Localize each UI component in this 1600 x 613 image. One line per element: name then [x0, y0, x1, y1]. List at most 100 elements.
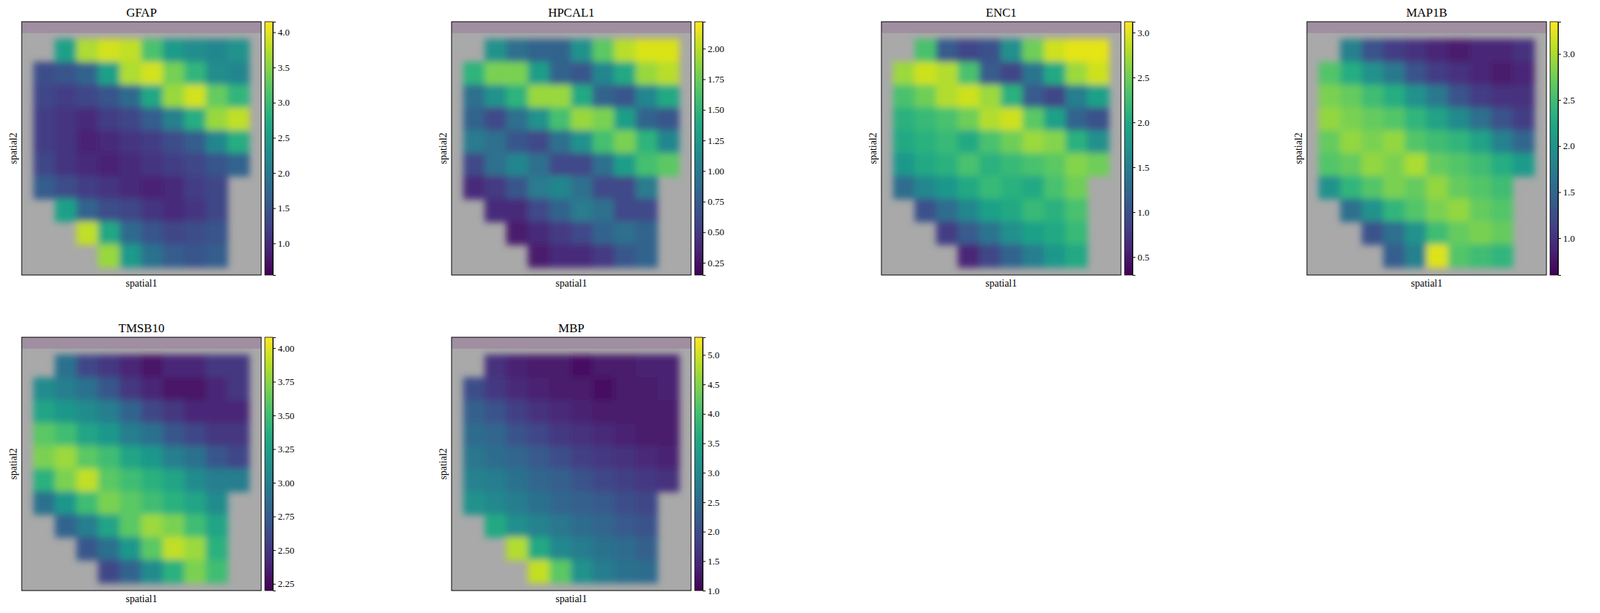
cell [97, 377, 121, 402]
cell [227, 377, 250, 402]
cell [33, 130, 56, 155]
cell [635, 221, 658, 246]
cell [1022, 221, 1045, 246]
cell [570, 468, 594, 493]
cell [506, 84, 529, 109]
cell [914, 153, 938, 178]
cell [592, 244, 616, 269]
tick-label: 3.0 [707, 467, 720, 479]
cell [914, 62, 938, 87]
cell [657, 354, 680, 379]
title: TMSB10 [118, 321, 165, 336]
cells [33, 354, 250, 584]
tick-label: 1.5 [277, 202, 290, 214]
x-axis-title: spatial1 [555, 277, 588, 289]
cell [635, 39, 658, 63]
cell [1448, 153, 1471, 178]
cell [592, 445, 616, 470]
tick-mark [1132, 77, 1136, 79]
cell [1426, 199, 1449, 223]
cell [1426, 84, 1449, 109]
tick-mark [1132, 167, 1136, 168]
cell [205, 514, 228, 539]
tick: 2.50 [272, 544, 295, 556]
cell [1382, 199, 1406, 223]
cell [1065, 62, 1088, 87]
cell [1022, 199, 1045, 223]
cell [506, 199, 529, 223]
cell [119, 84, 142, 109]
cell [162, 199, 186, 223]
plot-frame [21, 337, 262, 591]
tick: 3.00 [272, 477, 295, 489]
colorbar-axis: 1.01.52.02.53.03.54.0 [272, 22, 290, 276]
x-axis-title: spatial1 [985, 277, 1018, 289]
cell [957, 107, 980, 132]
cell [484, 84, 508, 109]
colorbar [1550, 21, 1559, 275]
cell [484, 175, 508, 200]
cell [76, 377, 100, 402]
cell [184, 514, 207, 539]
cell [1086, 153, 1110, 178]
cell [614, 354, 637, 379]
cell [614, 199, 637, 223]
cell [1382, 175, 1406, 200]
tick-label: 4.5 [707, 379, 720, 391]
tick: 3.5 [272, 62, 290, 74]
cell [141, 39, 164, 63]
cell [979, 153, 1002, 178]
cell [463, 153, 486, 178]
cell [1044, 199, 1067, 223]
cell [33, 153, 56, 178]
cell [184, 354, 207, 379]
cell [570, 560, 594, 584]
colorbar-axis-line [703, 337, 707, 592]
cell [1382, 39, 1406, 63]
cell [1318, 62, 1341, 87]
cell [205, 468, 228, 493]
cell [527, 175, 550, 200]
cell [592, 400, 616, 425]
cell [527, 468, 550, 493]
cell [1404, 244, 1428, 269]
cell [76, 514, 100, 539]
cell [184, 491, 207, 516]
cell [635, 560, 658, 584]
cell [76, 130, 100, 155]
cell [570, 130, 594, 155]
tick-mark [702, 78, 706, 80]
figure: GFAPspatial1spatial21.01.52.02.53.03.54.… [0, 0, 1600, 613]
cell [484, 354, 508, 379]
cell [119, 175, 142, 200]
tick: 5.0 [702, 349, 720, 361]
cell [1426, 244, 1449, 269]
cell [892, 84, 916, 109]
tick-mark [1558, 54, 1561, 55]
cell [1044, 62, 1067, 87]
cell [54, 491, 78, 516]
cell [506, 400, 529, 425]
cell [506, 107, 529, 132]
cell [892, 62, 916, 87]
tick-mark [702, 590, 706, 592]
cell [957, 130, 980, 155]
cell [54, 400, 78, 425]
plot-background [1306, 21, 1547, 275]
cell [76, 491, 100, 516]
tick: 3.50 [272, 410, 295, 422]
cell [76, 536, 100, 561]
cell [506, 354, 529, 379]
tick-mark [1132, 256, 1136, 258]
cell [463, 468, 486, 493]
cell [184, 244, 207, 269]
cell [33, 84, 56, 109]
tick-label: 1.25 [707, 135, 725, 147]
cell [635, 514, 658, 539]
cell [614, 221, 637, 246]
tick-mark [702, 170, 706, 172]
cell [979, 221, 1002, 246]
tick-label: 3.5 [707, 437, 720, 449]
cell [184, 400, 207, 425]
tick-mark [1558, 191, 1561, 193]
